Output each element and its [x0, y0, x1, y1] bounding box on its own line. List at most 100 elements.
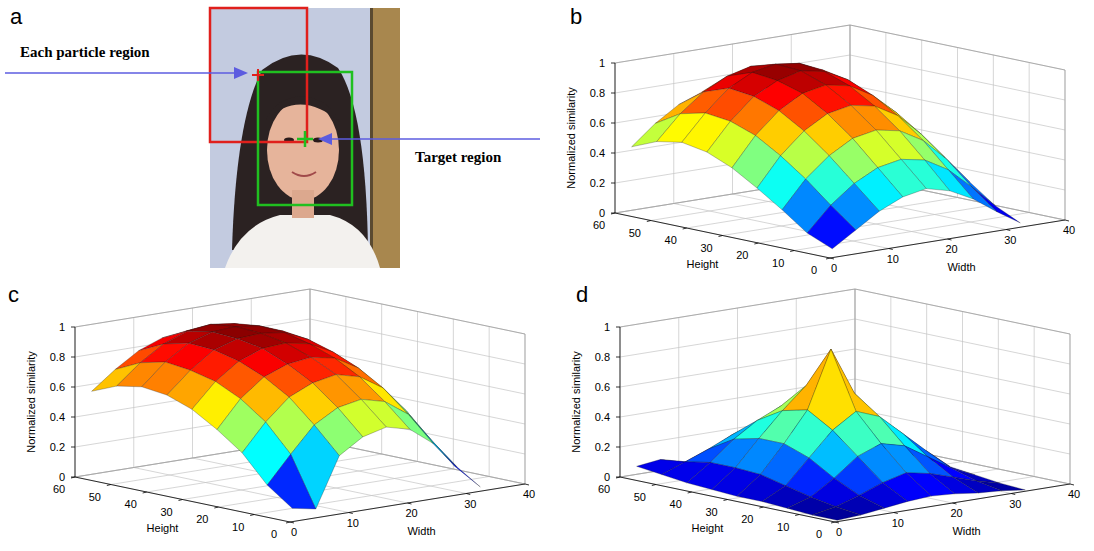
surface-cell: [812, 507, 861, 521]
axis-box: [615, 25, 1065, 220]
grid-line: [855, 349, 1070, 394]
x-tick: [894, 513, 898, 514]
box-edge: [310, 289, 525, 334]
box-edge: [1070, 334, 1071, 484]
shirt: [225, 215, 380, 268]
x-tick: [889, 249, 893, 250]
panel-label: a: [10, 4, 23, 29]
z-axis-line: [620, 327, 621, 477]
x-tick: [349, 513, 353, 514]
x-axis-line: [835, 484, 1070, 522]
y-tick: [790, 251, 794, 252]
y-tick-label: 30: [700, 242, 712, 254]
y-tick: [647, 221, 651, 222]
annotation: Each particle region: [20, 44, 150, 60]
grid-line: [1065, 70, 1066, 220]
target-center: [297, 131, 313, 147]
panel-label: c: [8, 282, 19, 307]
y-tick: [286, 522, 290, 523]
x-tick-label: 30: [1009, 498, 1021, 510]
door: [372, 8, 400, 268]
z-tick: [616, 387, 620, 388]
y-tick: [214, 507, 218, 508]
x-tick: [835, 522, 839, 523]
grid-line: [75, 327, 76, 477]
y-tick: [724, 500, 728, 501]
z-tick-label: 0.8: [50, 351, 65, 363]
panel-c: 010203040010203040506000.20.40.60.81Widt…: [8, 282, 535, 540]
z-tick-label: 0: [59, 471, 65, 483]
x-axis-title: Width: [952, 525, 980, 537]
box-edge: [620, 289, 855, 327]
surface-cell: [972, 187, 1021, 223]
y-tick: [683, 228, 687, 229]
x-tick: [953, 503, 957, 504]
arrow: [330, 138, 540, 140]
grid: [75, 289, 525, 522]
y-tick-label: 50: [629, 227, 641, 239]
y-tick-label: 20: [196, 513, 208, 525]
grid-line: [615, 25, 850, 63]
z-tick: [611, 213, 615, 214]
x-tick-label: 10: [887, 253, 899, 265]
y-axis-title: Height: [687, 258, 719, 270]
z-axis-title: Normalized similarity: [565, 87, 577, 189]
y-tick: [831, 522, 835, 523]
surface-cell: [408, 414, 457, 466]
z-tick: [611, 123, 615, 124]
grid-line: [850, 25, 1065, 70]
z-tick-label: 0.4: [595, 411, 610, 423]
x-tick-label: 0: [836, 526, 842, 538]
grid-line: [417, 312, 418, 462]
x-tick-label: 0: [291, 526, 297, 538]
x-tick-label: 20: [945, 243, 957, 255]
surface-cell: [432, 440, 481, 486]
grid-line: [855, 379, 1070, 424]
z-tick: [616, 417, 620, 418]
grid-line: [678, 318, 679, 468]
axes: 010203040010203040506000.20.40.60.81Widt…: [25, 321, 535, 540]
grid-line: [133, 318, 134, 468]
arrow-head: [234, 67, 248, 79]
y-tick-label: 0: [816, 528, 822, 540]
y-tick-label: 20: [741, 513, 753, 525]
z-tick-label: 0.2: [50, 441, 65, 453]
face: [267, 100, 339, 200]
z-tick-label: 0.2: [590, 177, 605, 189]
y-tick: [688, 492, 692, 493]
box-edge: [75, 289, 310, 327]
z-tick-label: 1: [599, 57, 605, 69]
x-tick-label: 40: [523, 488, 535, 500]
grid-line: [855, 319, 1070, 364]
y-tick: [652, 485, 656, 486]
panel-a: aEach particle regionTarget region: [5, 4, 540, 268]
figure: aEach particle regionTarget region010203…: [0, 0, 1094, 551]
y-tick: [826, 258, 830, 259]
y-tick: [611, 213, 615, 214]
box-edge: [1065, 70, 1066, 220]
z-tick: [71, 327, 75, 328]
x-tick-label: 0: [831, 262, 837, 274]
y-tick: [107, 485, 111, 486]
axes: 010203040010203040506000.20.40.60.81Widt…: [565, 57, 1075, 276]
y-tick-label: 50: [89, 491, 101, 503]
grid-line: [855, 439, 1070, 484]
y-tick-label: 50: [634, 491, 646, 503]
grid-line: [962, 312, 963, 462]
x-tick: [466, 494, 470, 495]
z-tick: [71, 417, 75, 418]
z-tick: [71, 477, 75, 478]
grid-line: [489, 327, 490, 477]
z-tick-label: 0.6: [595, 381, 610, 393]
y-axis-line: [615, 213, 830, 258]
z-tick-label: 0.4: [590, 147, 605, 159]
x-tick: [290, 522, 294, 523]
grid-line: [926, 304, 927, 454]
panel-label: b: [570, 4, 582, 29]
surface: [632, 63, 1021, 249]
y-tick: [754, 243, 758, 244]
z-tick: [611, 153, 615, 154]
z-axis-title: Normalized similarity: [570, 351, 582, 453]
y-tick: [616, 477, 620, 478]
grid-line: [850, 85, 1065, 130]
